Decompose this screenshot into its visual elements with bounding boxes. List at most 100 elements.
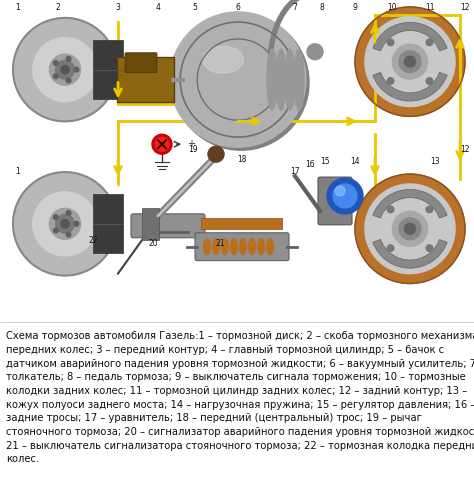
Text: 20: 20 — [148, 239, 158, 248]
Ellipse shape — [266, 239, 273, 255]
Ellipse shape — [248, 239, 255, 255]
Ellipse shape — [212, 239, 219, 255]
Circle shape — [74, 222, 79, 226]
Text: стояночного тормоза; 20 – сигнализатор аварийного падения уровня тормозной жидко: стояночного тормоза; 20 – сигнализатор а… — [6, 427, 474, 437]
Circle shape — [54, 61, 58, 65]
Circle shape — [335, 186, 345, 196]
Circle shape — [387, 78, 394, 84]
FancyBboxPatch shape — [92, 194, 123, 253]
Text: 5: 5 — [192, 3, 198, 13]
Circle shape — [355, 7, 465, 116]
Text: 2: 2 — [55, 3, 60, 13]
Ellipse shape — [285, 49, 295, 110]
Ellipse shape — [203, 239, 210, 255]
Circle shape — [387, 206, 394, 213]
Circle shape — [365, 184, 455, 274]
Text: задние тросы; 17 – уравнитель; 18 – передний (центральный) трос; 19 – рычаг: задние тросы; 17 – уравнитель; 18 – пере… — [6, 413, 422, 423]
Circle shape — [392, 211, 428, 246]
Circle shape — [327, 178, 363, 214]
Text: 11: 11 — [425, 3, 435, 13]
Circle shape — [426, 206, 433, 213]
Circle shape — [426, 245, 433, 251]
Text: 21: 21 — [215, 239, 225, 248]
Circle shape — [365, 17, 455, 106]
Text: колес.: колес. — [6, 454, 39, 464]
Ellipse shape — [276, 49, 286, 110]
Circle shape — [61, 220, 69, 228]
FancyBboxPatch shape — [201, 218, 283, 229]
Circle shape — [55, 214, 74, 233]
Text: 22: 22 — [88, 236, 98, 245]
Circle shape — [404, 56, 416, 67]
Text: 18: 18 — [237, 155, 247, 164]
Wedge shape — [373, 190, 447, 218]
Text: 8: 8 — [319, 3, 324, 13]
Circle shape — [399, 51, 421, 72]
Text: 19: 19 — [188, 145, 198, 154]
Circle shape — [55, 60, 74, 79]
Ellipse shape — [239, 239, 246, 255]
Circle shape — [49, 54, 81, 85]
Circle shape — [54, 228, 58, 233]
Wedge shape — [373, 22, 447, 51]
Ellipse shape — [257, 239, 264, 255]
Circle shape — [61, 66, 69, 74]
Ellipse shape — [267, 49, 277, 110]
Ellipse shape — [230, 239, 237, 255]
Text: колодки задних колес; 11 – тормозной цилиндр задних колес; 12 – задний контур; 1: колодки задних колес; 11 – тормозной цил… — [6, 386, 467, 396]
Text: 4: 4 — [155, 3, 160, 13]
Text: 15: 15 — [320, 156, 330, 166]
Circle shape — [392, 44, 428, 79]
Circle shape — [333, 184, 357, 208]
Text: 16: 16 — [305, 159, 315, 169]
Circle shape — [404, 224, 416, 234]
Text: 3: 3 — [116, 3, 120, 13]
Text: 1: 1 — [16, 3, 20, 13]
Ellipse shape — [202, 46, 244, 73]
Circle shape — [54, 215, 58, 220]
FancyBboxPatch shape — [195, 233, 289, 260]
FancyBboxPatch shape — [142, 208, 159, 240]
Circle shape — [170, 12, 306, 147]
Circle shape — [307, 44, 323, 60]
FancyBboxPatch shape — [92, 40, 123, 99]
Circle shape — [33, 192, 97, 256]
Circle shape — [13, 18, 117, 122]
Text: 12: 12 — [460, 145, 470, 154]
Circle shape — [426, 78, 433, 84]
Circle shape — [355, 174, 465, 283]
Ellipse shape — [294, 49, 304, 110]
Circle shape — [399, 218, 421, 240]
Text: 13: 13 — [430, 156, 440, 166]
Circle shape — [387, 39, 394, 46]
Text: 10: 10 — [387, 3, 397, 13]
Text: 1: 1 — [16, 167, 20, 175]
Text: кожух полуоси заднего моста; 14 – нагрузочная пружина; 15 – регулятор давления; : кожух полуоси заднего моста; 14 – нагруз… — [6, 399, 474, 410]
Text: 7: 7 — [292, 3, 298, 13]
Wedge shape — [373, 240, 447, 268]
Circle shape — [155, 137, 169, 151]
Ellipse shape — [221, 239, 228, 255]
Circle shape — [66, 210, 71, 215]
FancyBboxPatch shape — [131, 214, 205, 238]
Circle shape — [54, 74, 58, 79]
Circle shape — [66, 78, 71, 83]
Text: 14: 14 — [350, 156, 360, 166]
Circle shape — [173, 15, 309, 150]
FancyBboxPatch shape — [117, 57, 174, 103]
Text: 6: 6 — [236, 3, 240, 13]
Text: датчиком аварийного падения уровня тормозной жидкости; 6 – вакуумный усилитель; : датчиком аварийного падения уровня тормо… — [6, 359, 474, 369]
Circle shape — [152, 134, 172, 154]
Circle shape — [387, 245, 394, 251]
Text: 12: 12 — [460, 3, 470, 13]
Text: 21 – выключатель сигнализатора стояночного тормоза; 22 – тормозная колодка перед: 21 – выключатель сигнализатора стояночно… — [6, 440, 474, 451]
Circle shape — [208, 146, 224, 162]
Text: Схема тормозов автомобиля Газель:1 – тормозной диск; 2 – скоба тормозного механи: Схема тормозов автомобиля Газель:1 – тор… — [6, 331, 474, 342]
Circle shape — [66, 232, 71, 237]
Circle shape — [66, 56, 71, 61]
Circle shape — [33, 37, 97, 102]
Circle shape — [49, 208, 81, 239]
Wedge shape — [373, 72, 447, 101]
Text: передних колес; 3 – передний контур; 4 – главный тормозной цилиндр; 5 – бачок с: передних колес; 3 – передний контур; 4 –… — [6, 345, 444, 355]
Circle shape — [426, 39, 433, 46]
